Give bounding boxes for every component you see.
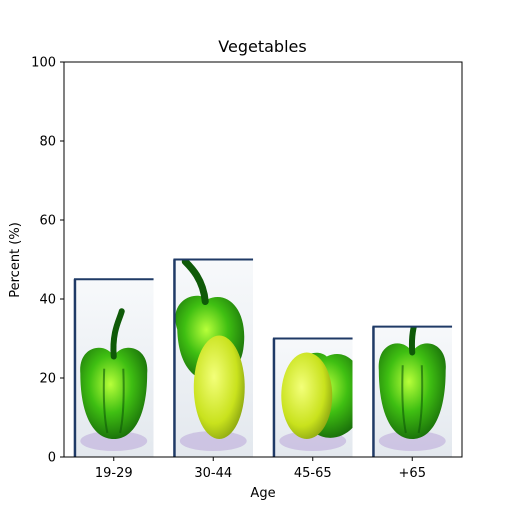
bar-image-1 <box>173 259 254 457</box>
bar-0 <box>73 278 154 457</box>
y-axis-title: Percent (%) <box>8 222 23 298</box>
x-tick-label-3: +65 <box>399 466 426 481</box>
bar-3 <box>372 325 453 457</box>
bar-1 <box>173 258 254 457</box>
bar-shadow-0 <box>80 431 148 451</box>
pepper-body-0 <box>80 347 148 439</box>
bar-image-3 <box>372 326 453 457</box>
plot-frame <box>63 61 463 458</box>
y-tick-label-1: 20 <box>39 372 56 387</box>
pepper-stem-3 <box>408 326 417 356</box>
pepper-stem-1 <box>181 259 209 305</box>
bar-image-2 <box>272 338 353 457</box>
pepper-ribs-0 <box>102 368 125 434</box>
pepper-stem-0 <box>110 308 125 360</box>
yellow-vegetable-1 <box>193 335 245 439</box>
chart-title: Vegetables <box>218 37 306 56</box>
x-tick-label-0: 19-29 <box>95 466 133 481</box>
x-axis-title: Age <box>250 486 275 501</box>
bar-2 <box>272 337 353 457</box>
yellow-vegetable-2 <box>281 352 333 439</box>
pepper-ribs-3 <box>401 365 424 434</box>
bars-layer <box>73 258 453 457</box>
y-tick-label-3: 60 <box>39 214 56 229</box>
x-tick-label-1: 30-44 <box>194 466 232 481</box>
bar-shadow-3 <box>378 431 446 451</box>
y-tick-label-5: 100 <box>31 56 56 71</box>
pepper-body-3 <box>378 343 446 439</box>
x-axis-ticks: 19-29 30-44 45-65 +65 <box>95 457 426 481</box>
bar-image-0 <box>73 279 154 457</box>
bar-shadow-1 <box>179 431 247 451</box>
y-tick-label-4: 80 <box>39 135 56 150</box>
y-tick-label-0: 0 <box>48 451 56 466</box>
x-tick-label-2: 45-65 <box>294 466 332 481</box>
y-axis-ticks: 0 20 40 60 80 100 <box>31 56 64 466</box>
y-tick-label-2: 40 <box>39 293 56 308</box>
